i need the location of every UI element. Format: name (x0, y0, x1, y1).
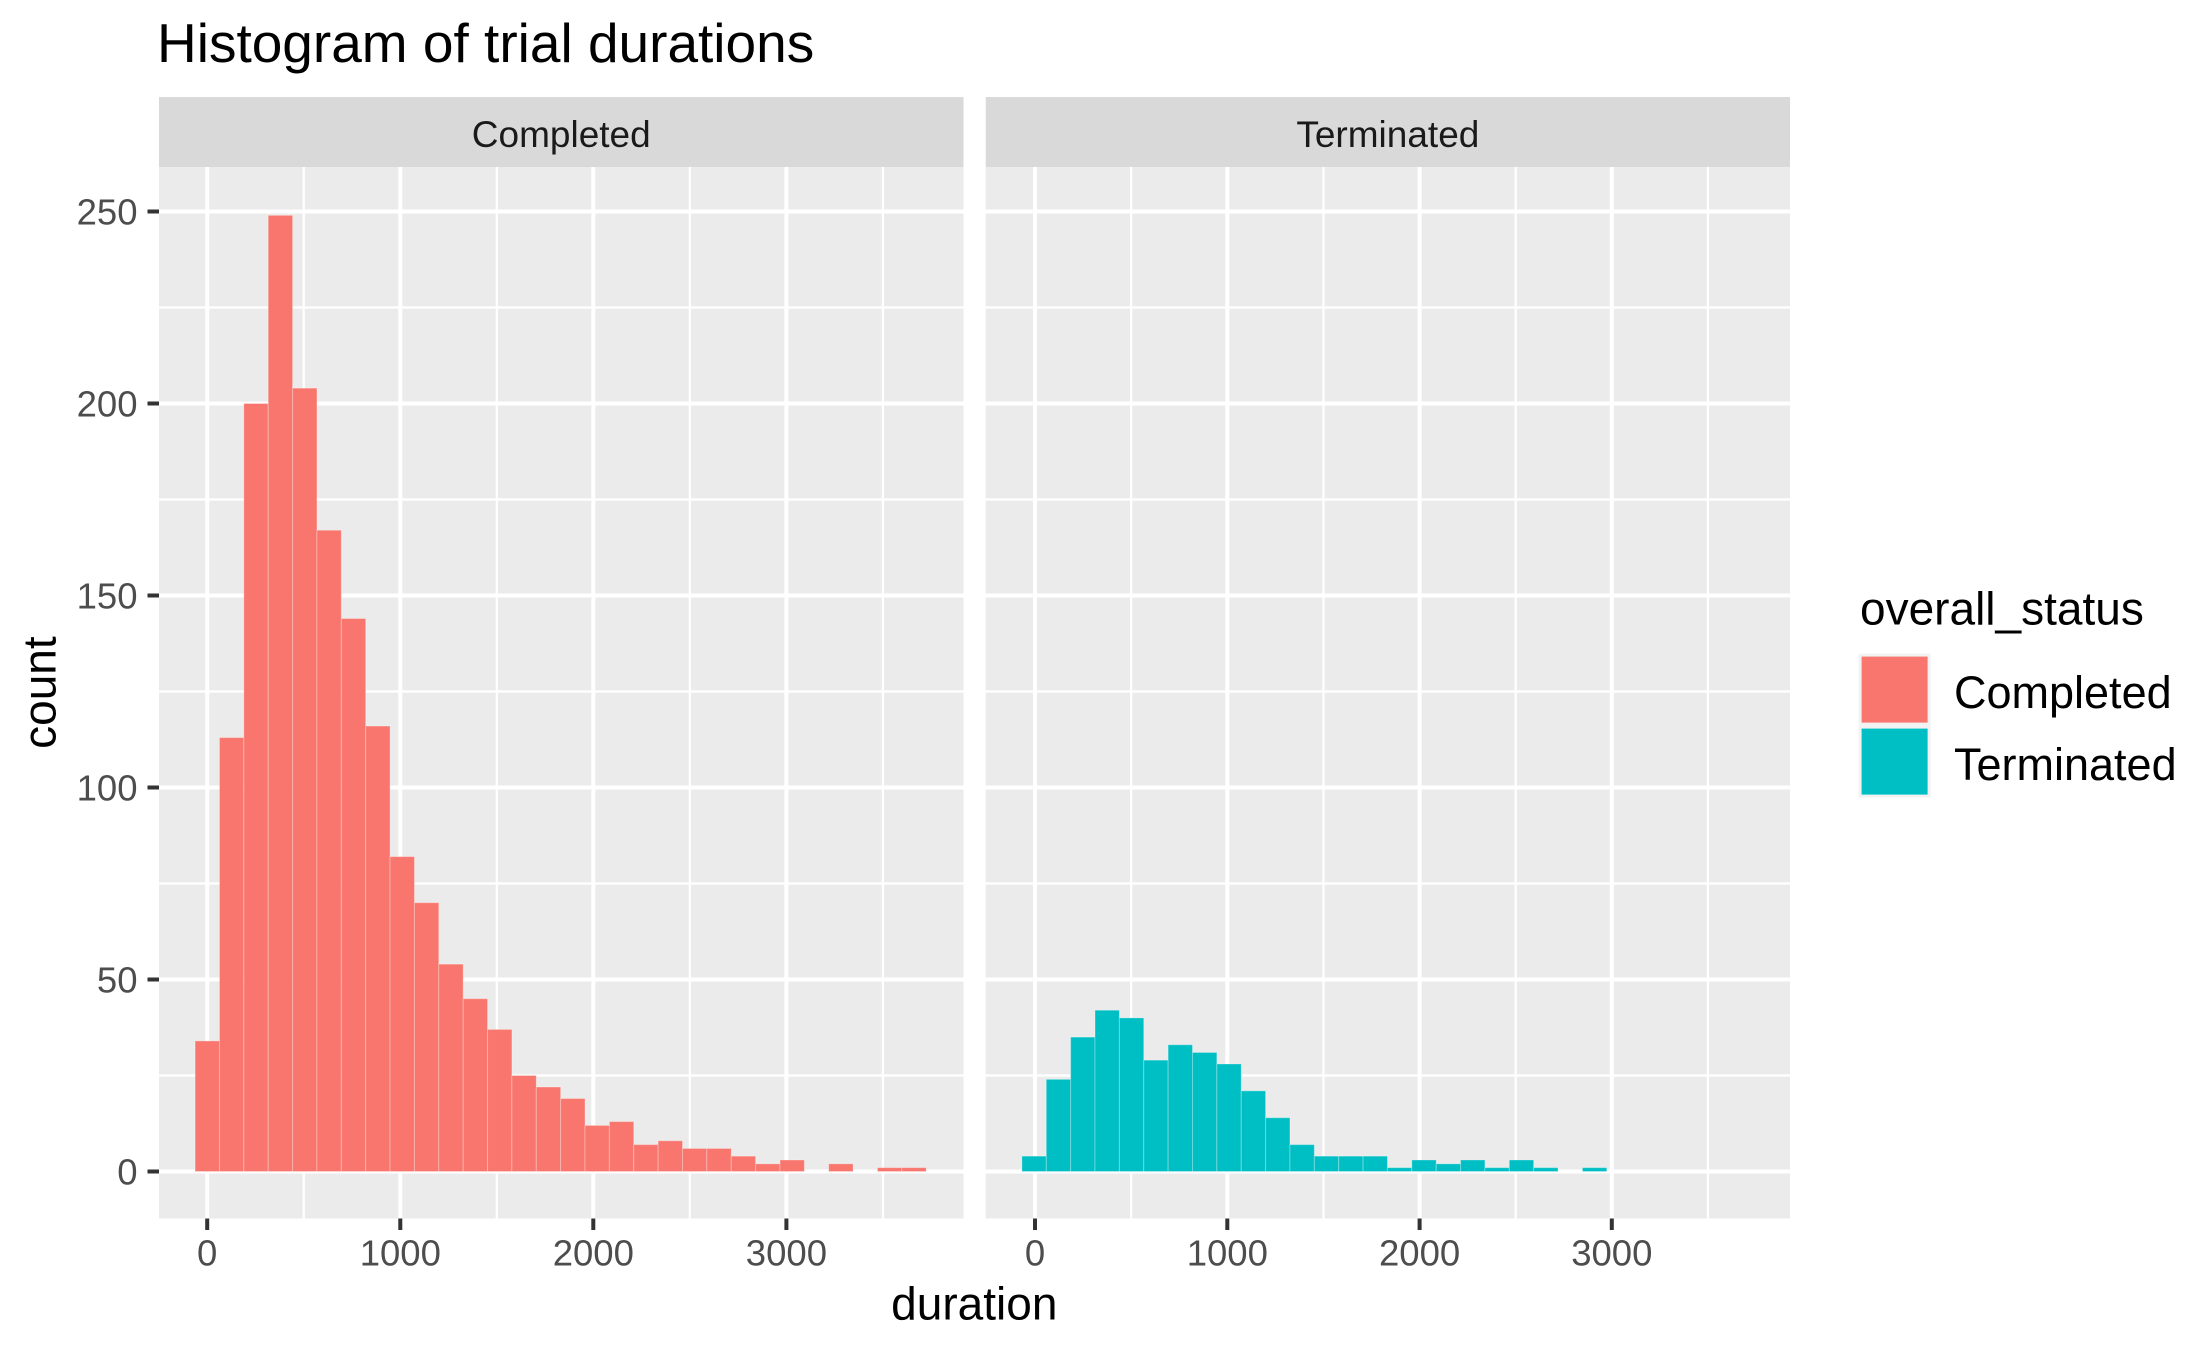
svg-text:3000: 3000 (746, 1233, 827, 1274)
svg-text:overall_status: overall_status (1860, 583, 2144, 635)
svg-text:Completed: Completed (472, 114, 651, 155)
svg-text:2000: 2000 (1379, 1233, 1460, 1274)
svg-text:count: count (14, 636, 66, 749)
svg-text:duration: duration (891, 1277, 1057, 1329)
svg-text:100: 100 (77, 768, 138, 809)
svg-text:1000: 1000 (1187, 1233, 1268, 1274)
svg-text:3000: 3000 (1571, 1233, 1652, 1274)
svg-text:200: 200 (77, 384, 138, 425)
svg-text:50: 50 (97, 960, 138, 1001)
svg-text:2000: 2000 (553, 1233, 634, 1274)
svg-text:Histogram of trial durations: Histogram of trial durations (157, 12, 814, 74)
svg-text:Completed: Completed (1954, 667, 2172, 718)
svg-text:150: 150 (77, 576, 138, 617)
svg-text:Terminated: Terminated (1296, 114, 1479, 155)
svg-text:0: 0 (197, 1233, 217, 1274)
svg-text:Terminated: Terminated (1954, 739, 2177, 790)
svg-text:0: 0 (1025, 1233, 1045, 1274)
svg-text:250: 250 (77, 192, 138, 233)
svg-text:0: 0 (117, 1152, 137, 1193)
svg-text:1000: 1000 (360, 1233, 441, 1274)
